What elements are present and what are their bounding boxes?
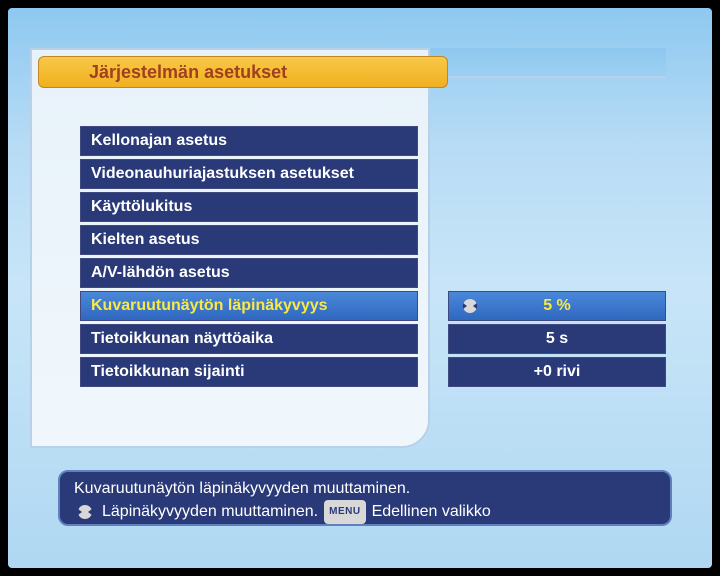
menu-item-label: Kellonajan asetus (91, 132, 227, 150)
value-text: 5 % (543, 297, 571, 315)
left-right-arrows-icon (459, 298, 481, 314)
menu-item-osd-transparency[interactable]: Kuvaruutunäytön läpinäkyvyys (80, 291, 418, 321)
left-right-arrows-icon (74, 504, 96, 520)
value-text: +0 rivi (534, 363, 581, 381)
value-osd-transparency[interactable]: 5 % (448, 291, 666, 321)
page-title: Järjestelmän asetukset (89, 62, 287, 83)
menu-item-label: Käyttölukitus (91, 198, 192, 216)
help-bar: Kuvaruutunäytön läpinäkyvyyden muuttamin… (58, 470, 672, 526)
help-change-text: Läpinäkyvyyden muuttaminen. (102, 501, 318, 523)
title-bar: Järjestelmän asetukset (38, 56, 448, 88)
menu-item-clock[interactable]: Kellonajan asetus (80, 126, 418, 156)
menu-item-lock[interactable]: Käyttölukitus (80, 192, 418, 222)
value-column: 5 % 5 s +0 rivi (448, 291, 666, 390)
value-info-duration[interactable]: 5 s (448, 324, 666, 354)
menu-item-label: Tietoikkunan näyttöaika (91, 330, 273, 348)
menu-item-label: Kuvaruutunäytön läpinäkyvyys (91, 297, 328, 315)
value-text: 5 s (546, 330, 568, 348)
menu-item-info-duration[interactable]: Tietoikkunan näyttöaika (80, 324, 418, 354)
panel-tab-notch (426, 48, 666, 78)
menu-item-language[interactable]: Kielten asetus (80, 225, 418, 255)
value-info-position[interactable]: +0 rivi (448, 357, 666, 387)
help-line-2: Läpinäkyvyyden muuttaminen. MENU Edellin… (74, 500, 656, 524)
help-line-1: Kuvaruutunäytön läpinäkyvyyden muuttamin… (74, 478, 656, 500)
menu-item-label: Tietoikkunan sijainti (91, 363, 245, 381)
menu-button-icon: MENU (324, 500, 365, 524)
menu-item-av-out[interactable]: A/V-lähdön asetus (80, 258, 418, 288)
menu-item-label: A/V-lähdön asetus (91, 264, 230, 282)
menu-list: Kellonajan asetus Videonauhuriajastuksen… (80, 126, 418, 390)
help-prev-text: Edellinen valikko (372, 501, 491, 523)
menu-item-info-position[interactable]: Tietoikkunan sijainti (80, 357, 418, 387)
screen-background: Järjestelmän asetukset Kellonajan asetus… (8, 8, 712, 568)
menu-item-label: Kielten asetus (91, 231, 199, 249)
menu-item-label: Videonauhuriajastuksen asetukset (91, 165, 354, 183)
menu-item-vcr-timer[interactable]: Videonauhuriajastuksen asetukset (80, 159, 418, 189)
